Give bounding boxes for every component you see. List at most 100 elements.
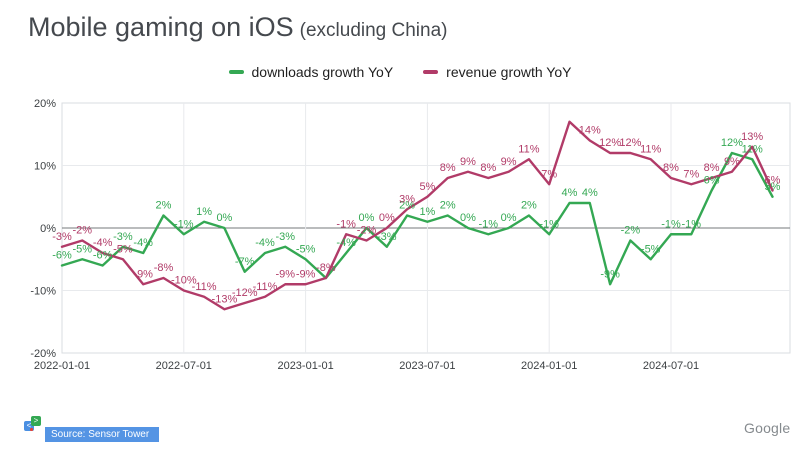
revenue-data-label: -9% — [296, 268, 316, 280]
y-tick-label: -10% — [30, 286, 56, 298]
downloads-data-label: -2% — [621, 225, 641, 237]
revenue-data-label: -11% — [192, 281, 217, 293]
sensor-tower-logo-icon: < > — [24, 415, 42, 433]
downloads-data-label: 2% — [440, 200, 456, 212]
revenue-data-label: 9% — [460, 156, 476, 168]
downloads-data-label: -5% — [641, 243, 661, 255]
revenue-data-label: 8% — [440, 162, 456, 174]
downloads-data-label: 4% — [562, 187, 578, 199]
revenue-data-label: -10% — [171, 275, 197, 287]
revenue-legend-swatch-icon — [423, 70, 439, 74]
downloads-data-label: -3% — [113, 231, 133, 243]
downloads-data-label: 0% — [460, 212, 476, 224]
revenue-data-label: -2% — [357, 225, 377, 237]
downloads-data-label: -1% — [174, 218, 194, 230]
downloads-data-label: -7% — [235, 256, 255, 268]
downloads-data-label: -3% — [377, 231, 397, 243]
downloads-data-label: -1% — [682, 218, 702, 230]
legend-item-revenue: revenue growth YoY — [423, 64, 572, 80]
x-tick-label: 2024-07-01 — [643, 360, 699, 372]
revenue-data-label: -13% — [212, 293, 238, 305]
revenue-data-label: 8% — [704, 162, 720, 174]
downloads-data-label: -3% — [276, 231, 296, 243]
logo-blue-square: < — [24, 421, 34, 431]
title-suffix: (excluding China) — [299, 20, 448, 41]
page-title: Mobile gaming on iOS (excluding China) — [28, 12, 448, 43]
revenue-data-label: 9% — [501, 156, 517, 168]
revenue-data-label: 8% — [663, 162, 679, 174]
downloads-data-label: -1% — [539, 218, 559, 230]
downloads-data-label: -6% — [93, 250, 113, 262]
downloads-data-label: -5% — [73, 243, 93, 255]
revenue-data-label: 12% — [599, 137, 621, 149]
x-tick-label: 2024-01-01 — [521, 360, 577, 372]
revenue-data-label: 7% — [541, 168, 557, 180]
downloads-legend-label: downloads growth YoY — [251, 64, 394, 80]
downloads-data-label: -9% — [600, 268, 620, 280]
revenue-data-label: -9% — [276, 268, 296, 280]
downloads-data-label: 0% — [216, 212, 232, 224]
downloads-data-label: 1% — [196, 206, 212, 218]
line-chart-canvas: 20% 10% 0% -10% -20%2022-01-01 2022-07-01 2023… — [30, 98, 791, 372]
revenue-data-label: -4% — [93, 237, 113, 249]
revenue-data-label: 11% — [640, 143, 661, 155]
revenue-line — [60, 120, 774, 311]
y-tick-label: 0% — [40, 223, 56, 235]
downloads-line — [60, 151, 774, 286]
x-tick-label: 2023-01-01 — [277, 360, 333, 372]
x-tick-label: 2023-07-01 — [399, 360, 455, 372]
revenue-data-label: -2% — [73, 225, 93, 237]
revenue-data-label: 13% — [741, 131, 763, 143]
y-tick-label: -20% — [30, 348, 56, 360]
source-bar: Source: Sensor Tower — [45, 427, 159, 442]
legend-item-downloads: downloads growth YoY — [228, 64, 394, 80]
downloads-data-label: 6% — [704, 175, 720, 187]
revenue-data-label: -8% — [154, 262, 174, 274]
y-tick-label: 10% — [34, 161, 56, 173]
revenue-data-label: 5% — [419, 181, 435, 193]
source-label: Source: Sensor Tower — [51, 429, 150, 440]
downloads-data-label: -5% — [296, 243, 316, 255]
revenue-data-label: 8% — [480, 162, 496, 174]
revenue-data-label: 14% — [579, 125, 601, 137]
chart-legend: downloads growth YoY revenue growth YoY — [0, 64, 800, 80]
downloads-data-label: 5% — [765, 181, 781, 193]
downloads-data-label: 2% — [521, 200, 537, 212]
downloads-legend-swatch-icon — [228, 70, 244, 74]
revenue-data-label: -11% — [253, 281, 278, 293]
downloads-data-label: -4% — [336, 237, 356, 249]
downloads-data-label: 2% — [156, 200, 172, 212]
revenue-data-label: 3% — [399, 193, 415, 205]
title-main: Mobile gaming on iOS — [28, 12, 294, 42]
revenue-data-label: -12% — [232, 287, 258, 299]
downloads-data-label: 11% — [742, 143, 763, 155]
google-logo: Google — [744, 420, 791, 436]
downloads-data-label: 0% — [359, 212, 375, 224]
revenue-data-label: 11% — [518, 143, 539, 155]
revenue-legend-label: revenue growth YoY — [446, 64, 572, 80]
y-tick-label: 20% — [34, 98, 56, 110]
revenue-data-label: 0% — [379, 212, 395, 224]
revenue-data-label: 12% — [619, 137, 641, 149]
downloads-data-label: -1% — [661, 218, 681, 230]
logo-green-square: > — [31, 416, 41, 426]
downloads-data-label: -6% — [52, 250, 72, 262]
downloads-data-label: 1% — [419, 206, 435, 218]
revenue-data-label: 9% — [724, 156, 740, 168]
revenue-data-label: -5% — [113, 243, 133, 255]
downloads-data-label: -1% — [479, 218, 499, 230]
downloads-data-label: -4% — [255, 237, 275, 249]
downloads-data-label: 12% — [721, 137, 743, 149]
x-tick-label: 2022-01-01 — [34, 360, 90, 372]
downloads-data-label: -4% — [133, 237, 153, 249]
revenue-data-label: 7% — [683, 168, 699, 180]
downloads-data-label: 0% — [501, 212, 517, 224]
revenue-data-label: -3% — [52, 231, 72, 243]
revenue-data-label: -1% — [336, 218, 356, 230]
revenue-data-label: 6% — [765, 175, 781, 187]
x-tick-label: 2022-07-01 — [156, 360, 212, 372]
downloads-data-label: 4% — [582, 187, 598, 199]
revenue-data-label: -8% — [316, 262, 336, 274]
logo-red-dot — [30, 428, 33, 431]
revenue-data-label: -9% — [133, 268, 153, 280]
